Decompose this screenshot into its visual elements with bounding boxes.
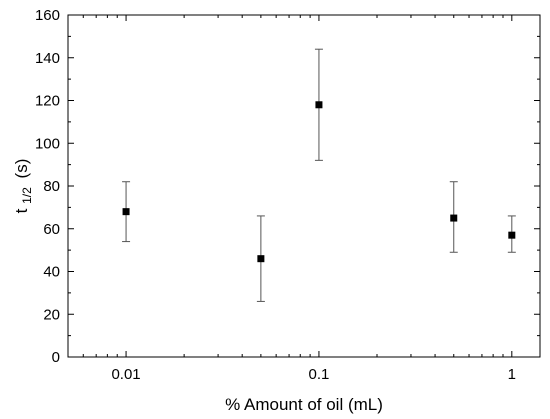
y-tick-label: 60: [43, 221, 60, 238]
data-point: [122, 208, 130, 216]
plot-frame: [67, 14, 541, 358]
y-tick-label: 160: [35, 7, 60, 24]
data-point: [450, 214, 458, 222]
y-tick-label: 20: [43, 306, 60, 323]
y-tick-label: 140: [35, 50, 60, 67]
y-tick-label: 120: [35, 93, 60, 110]
x-axis-title: % Amount of oil (mL): [225, 395, 383, 414]
y-axis-title-subscript: 1/2: [20, 187, 34, 204]
y-tick-label: 0: [52, 349, 60, 366]
y-tick-label: 100: [35, 135, 60, 152]
x-tick-label: 0.01: [111, 366, 140, 383]
y-tick-label: 80: [43, 178, 60, 195]
y-axis-title-main: t: [12, 208, 31, 213]
data-point: [257, 255, 265, 263]
data-point: [315, 101, 323, 109]
x-tick-label: 0.1: [309, 366, 330, 383]
y-axis-title-unit: (s): [12, 159, 31, 179]
y-axis-title: t 1/2 (s): [12, 159, 35, 214]
data-point: [508, 231, 516, 239]
x-tick-label: 1: [508, 366, 516, 383]
y-tick-label: 40: [43, 264, 60, 281]
